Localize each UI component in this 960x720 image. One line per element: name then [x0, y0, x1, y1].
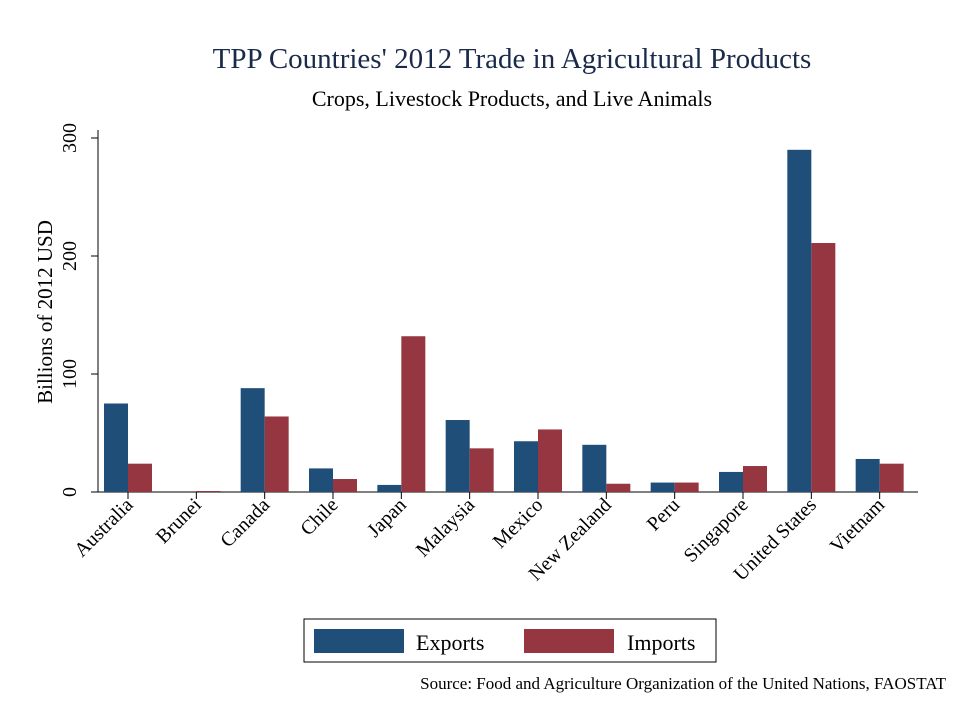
- x-tick-label: Chile: [296, 494, 342, 540]
- x-tick-label: Brunei: [152, 494, 206, 548]
- legend-label-exports: Exports: [416, 630, 484, 655]
- bar-imports-canada: [264, 416, 289, 492]
- bar-imports-brunei: [196, 491, 221, 492]
- bar-exports-new-zealand: [582, 444, 607, 492]
- x-tick-label: Singapore: [680, 494, 753, 567]
- legend: Exports Imports: [303, 618, 717, 663]
- y-tick-label: 200: [59, 241, 81, 271]
- x-tick-label: Australia: [70, 494, 137, 561]
- x-tick-label: Peru: [643, 494, 684, 535]
- bar-exports-chile: [309, 468, 333, 492]
- source-note: Source: Food and Agriculture Organizatio…: [420, 674, 946, 693]
- bars: [104, 149, 904, 493]
- axes: 0 100 200 300: [59, 123, 918, 499]
- bar-imports-australia: [128, 463, 152, 492]
- bar-exports-mexico: [514, 441, 538, 492]
- bar-imports-peru: [674, 482, 699, 492]
- bar-exports-united-states: [787, 149, 812, 493]
- legend-swatch-exports: [314, 629, 404, 653]
- bar-imports-chile: [333, 479, 357, 492]
- bar-imports-new-zealand: [606, 483, 631, 492]
- bar-imports-mexico: [538, 429, 562, 492]
- y-tick-label: 300: [59, 123, 81, 153]
- chart-subtitle: Crops, Livestock Products, and Live Anim…: [312, 86, 712, 111]
- legend-label-imports: Imports: [627, 630, 695, 655]
- x-tick-labels: Australia Brunei Canada Chile Japan Malaysia M…: [70, 494, 889, 586]
- x-tick-label: Mexico: [489, 494, 548, 553]
- bar-exports-peru: [650, 482, 675, 492]
- x-tick-label: Vietnam: [826, 494, 890, 558]
- bar-exports-japan: [377, 484, 402, 492]
- bar-exports-vietnam: [855, 458, 880, 492]
- bar-exports-singapore: [719, 471, 743, 492]
- bar-imports-malaysia: [469, 448, 494, 492]
- y-tick-label: 100: [59, 359, 81, 389]
- bar-imports-united-states: [811, 243, 836, 492]
- x-tick-label: Japan: [363, 494, 411, 542]
- bar-imports-singapore: [743, 466, 767, 492]
- y-tick-label: 0: [59, 487, 81, 497]
- bar-imports-japan: [401, 336, 426, 492]
- bar-imports-vietnam: [879, 463, 904, 492]
- y-axis-label: Billions of 2012 USD: [33, 220, 57, 404]
- x-tick-label: Canada: [216, 494, 274, 552]
- chart-title: TPP Countries' 2012 Trade in Agricultura…: [213, 43, 812, 75]
- legend-swatch-imports: [524, 629, 614, 653]
- bar-exports-canada: [240, 388, 265, 492]
- x-tick-label: Malaysia: [412, 494, 479, 561]
- bar-exports-australia: [104, 403, 128, 492]
- bar-exports-malaysia: [445, 420, 470, 492]
